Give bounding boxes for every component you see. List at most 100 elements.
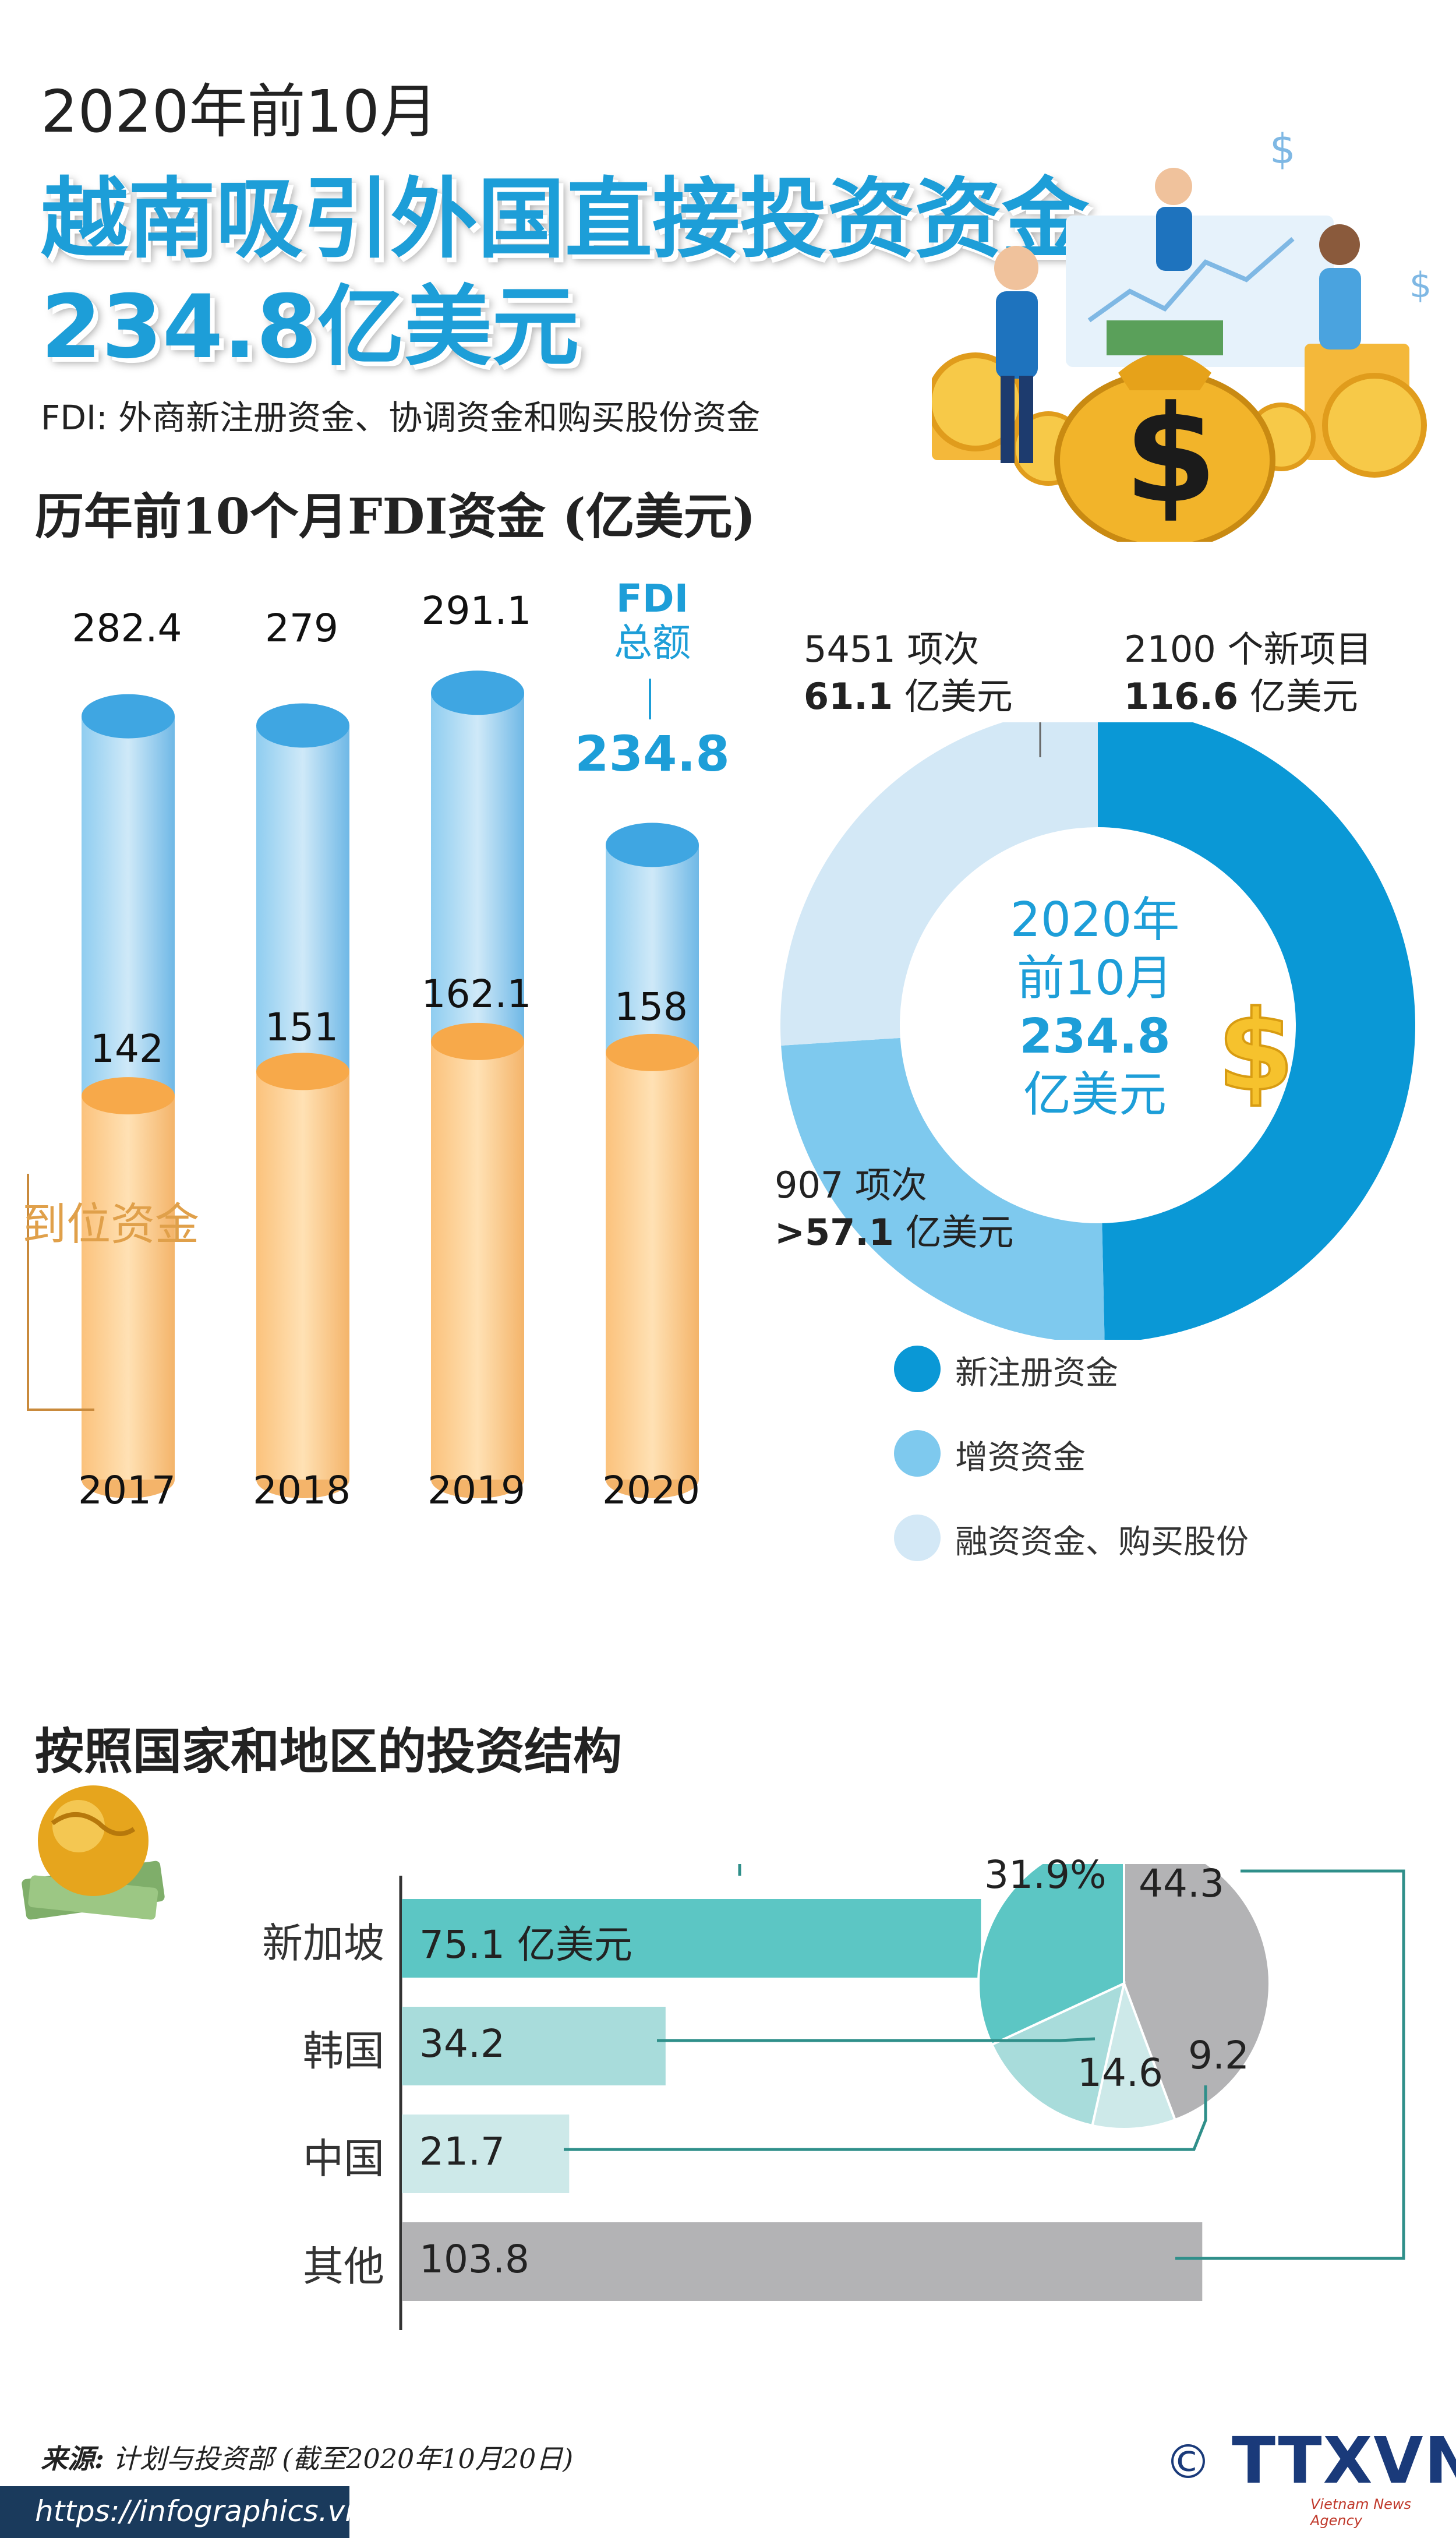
shares-amount: 61.1 亿美元 (804, 673, 1013, 721)
disbursed-top-2019 (431, 1022, 524, 1060)
globe-money-icon (22, 1785, 165, 1920)
year-2018: 2018 (253, 1468, 351, 1513)
agency-name: Vietnam News Agency (1310, 2496, 1412, 2529)
fdi-caption-line1: FDI (616, 576, 689, 621)
disbursed-bar-2019 (431, 1041, 524, 1480)
value-other: 103.8 (419, 2237, 529, 2282)
svg-text:$: $ (1270, 125, 1296, 173)
fdi-caption-connector (649, 679, 651, 719)
donut-slice-2 (780, 722, 1098, 1046)
country-bar-3 (402, 2222, 1203, 2301)
total-label-2019: 291.1 (421, 588, 532, 633)
legend-new: 新注册资金 (955, 1354, 1118, 1392)
disbursed-label-2020: 158 (614, 984, 688, 1029)
country-other: 其他 (303, 2243, 384, 2290)
copyright-icon: © (1165, 2435, 1211, 2489)
country-pie-slice-0 (977, 1864, 1125, 2046)
fdi-caption-line2: 总额 (614, 620, 691, 665)
footer-bar (0, 2486, 349, 2538)
connector-china (564, 2085, 1207, 2151)
donut-slice-0 (1098, 722, 1416, 1340)
svg-text:$: $ (1409, 265, 1432, 306)
donut-slice-1 (781, 1037, 1105, 1340)
disbursed-bar-2017 (82, 1096, 175, 1480)
fdi-total-value: 234.8 (575, 725, 730, 782)
source-text: 计划与投资部 (截至2020年10月20日) (104, 2443, 574, 2475)
disbursed-top-2020 (606, 1033, 699, 1071)
legend-dot-shares (894, 1515, 941, 1561)
country-bar-chart (399, 1864, 1405, 2330)
disbursed-label-2019: 162.1 (421, 972, 532, 1016)
total-top-2019 (431, 670, 524, 715)
investment-illustration: $ $ $ (932, 125, 1432, 542)
legend-dot-increase (894, 1430, 941, 1477)
section-fdi-title: 历年前10个月FDI资金 (亿美元) (35, 488, 756, 545)
ttxvn-logo: TTXVN (1232, 2423, 1456, 2498)
new-unit: 亿美元 (1249, 675, 1358, 718)
total-top-2018 (256, 703, 349, 748)
new-amount: 116.6 亿美元 (1124, 673, 1372, 721)
new-projects: 2100 个新项目 (1124, 628, 1372, 670)
disbursed-bracket (27, 1174, 94, 1411)
country-bar-1 (402, 2007, 666, 2085)
legend-increase: 增资资金 (955, 1439, 1086, 1477)
disbursed-label-2018: 151 (265, 1005, 338, 1050)
fdi-total-caption: FDI 总额 (571, 577, 734, 665)
connector-other (1175, 1869, 1405, 2260)
shares-value: 61.1 (804, 675, 893, 718)
donut-label-increase: 907 项次 >57.1 亿美元 (775, 1162, 1014, 1256)
source-label: 来源: (41, 2443, 104, 2475)
country-korea: 韩国 (303, 2027, 384, 2075)
value-singapore: 75.1 亿美元 (419, 1922, 632, 1967)
dollar-sign-icon: $ (1216, 990, 1293, 1107)
shares-projects: 5451 项次 (804, 628, 980, 670)
total-label-2018: 279 (265, 606, 338, 651)
increase-projects: 907 项次 (775, 1164, 928, 1206)
increase-unit: 亿美元 (905, 1210, 1014, 1254)
country-china: 中国 (303, 2135, 384, 2183)
headline-title: 越南吸引外国直接投资资金 (41, 169, 1090, 270)
connector-korea (657, 2037, 1095, 2042)
svg-text:$: $ (1217, 990, 1293, 1107)
fdi-cylinder-chart (27, 670, 699, 1498)
donut-center-text: 2020年 前10月 234.8 亿美元 (967, 891, 1223, 1124)
donut-label-new: 2100 个新项目 116.6 亿美元 (1124, 626, 1372, 720)
year-2017: 2017 (78, 1468, 176, 1513)
donut-center-period: 前10月 (1016, 951, 1174, 1007)
country-pie-slice-1 (990, 1981, 1126, 2127)
pct-singapore: 31.9% (984, 1852, 1107, 1897)
businessman-icon (994, 168, 1361, 463)
donut-label-shares: 5451 项次 61.1 亿美元 (804, 626, 1013, 720)
connector-singapore (738, 1864, 741, 1876)
year-2019: 2019 (427, 1468, 525, 1513)
donut-center-unit: 亿美元 (1023, 1067, 1167, 1123)
increase-amount: >57.1 亿美元 (775, 1209, 1014, 1256)
disbursed-caption: 到位资金 (22, 1198, 199, 1250)
disbursed-top-2018 (256, 1053, 349, 1090)
legend-shares: 融资资金、购买股份 (955, 1523, 1249, 1561)
disbursed-top-2017 (82, 1077, 175, 1115)
total-top-2020 (606, 823, 699, 867)
disbursed-bar-2020 (606, 1052, 699, 1480)
period-label: 2020年前10月 (41, 77, 438, 146)
pct-korea: 14.6 (1077, 2050, 1163, 2095)
country-pie-slice-2 (1091, 1979, 1177, 2130)
country-pie-slice-3 (1123, 1864, 1271, 2122)
country-singapore: 新加坡 (262, 1919, 384, 1967)
value-korea: 34.2 (419, 2021, 505, 2066)
svg-text:$: $ (1124, 377, 1217, 533)
shares-unit: 亿美元 (904, 675, 1013, 718)
total-top-2017 (82, 694, 175, 739)
pct-china: 9.2 (1188, 2033, 1249, 2078)
source-note: 来源: 计划与投资部 (截至2020年10月20日) (41, 2438, 573, 2476)
headline-amount: 234.8亿美元 (41, 277, 579, 378)
footer-url-link[interactable]: https://infographics.vn (35, 2494, 363, 2528)
fdi-definition: FDI: 外商新注册资金、协调资金和购买股份资金 (41, 398, 761, 437)
value-china: 21.7 (419, 2129, 505, 2174)
disbursed-label-2017: 142 (90, 1026, 164, 1071)
donut-center-year: 2020年 (1010, 892, 1180, 948)
dollar-sign-icon: $ $ (1270, 125, 1432, 306)
country-bar-2 (402, 2115, 570, 2193)
new-value: 116.6 (1124, 675, 1239, 718)
section-country-title: 按照国家和地区的投资结构 (35, 1722, 623, 1780)
